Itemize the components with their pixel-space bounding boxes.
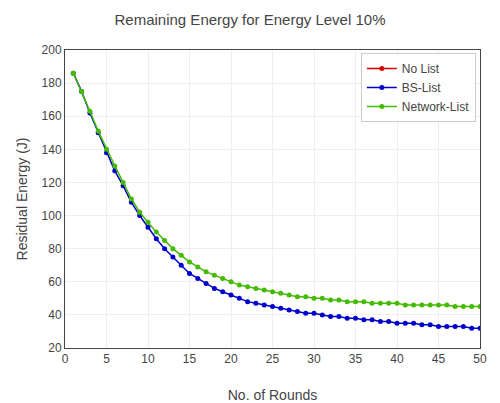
svg-text:80: 80 (48, 242, 62, 256)
svg-text:40: 40 (48, 308, 62, 322)
svg-text:10: 10 (141, 352, 155, 366)
svg-text:BS-List: BS-List (402, 81, 441, 95)
svg-text:60: 60 (48, 275, 62, 289)
svg-text:No List: No List (402, 62, 440, 76)
svg-text:40: 40 (390, 352, 404, 366)
svg-text:50: 50 (473, 352, 487, 366)
svg-text:Network-List: Network-List (402, 100, 469, 114)
svg-text:200: 200 (42, 43, 62, 57)
svg-text:5: 5 (103, 352, 110, 366)
svg-text:45: 45 (432, 352, 446, 366)
svg-text:20: 20 (224, 352, 238, 366)
svg-text:100: 100 (42, 209, 62, 223)
svg-text:140: 140 (42, 143, 62, 157)
svg-text:15: 15 (183, 352, 197, 366)
svg-text:160: 160 (42, 109, 62, 123)
svg-text:35: 35 (349, 352, 363, 366)
svg-text:180: 180 (42, 76, 62, 90)
svg-text:0: 0 (62, 352, 69, 366)
svg-text:No. of Rounds: No. of Rounds (228, 387, 318, 403)
svg-text:120: 120 (42, 176, 62, 190)
svg-text:20: 20 (48, 341, 62, 355)
svg-text:30: 30 (307, 352, 321, 366)
svg-text:25: 25 (266, 352, 280, 366)
svg-text:Remaining Energy for Energy Le: Remaining Energy for Energy Level 10% (115, 11, 386, 28)
svg-text:Residual Energy (J): Residual Energy (J) (14, 138, 30, 261)
